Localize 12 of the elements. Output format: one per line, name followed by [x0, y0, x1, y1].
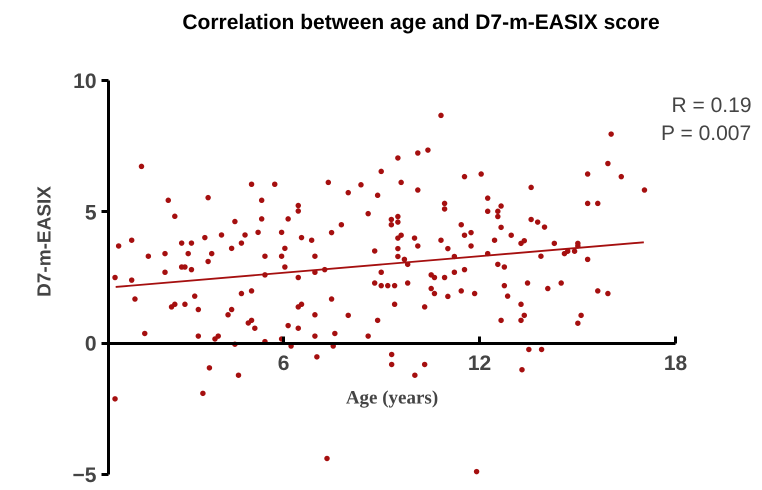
- y-tick-label: 10: [73, 70, 96, 93]
- x-tick-label: 18: [664, 352, 688, 376]
- y-tick-label: −5: [72, 464, 97, 487]
- y-tick-label: 0: [84, 332, 97, 356]
- annotation: P = 0.007: [661, 122, 752, 145]
- y-axis-title: D7-m-EASIX: [34, 186, 56, 297]
- x-tick-label: 12: [468, 352, 492, 376]
- x-tick-label: 6: [278, 352, 290, 376]
- x-axis-title: Age (years): [346, 388, 438, 408]
- annotation: R = 0.19: [672, 94, 752, 117]
- chart-title: Correlation between age and D7-m-EASIX score: [182, 11, 660, 34]
- y-tick-label: 5: [84, 201, 97, 224]
